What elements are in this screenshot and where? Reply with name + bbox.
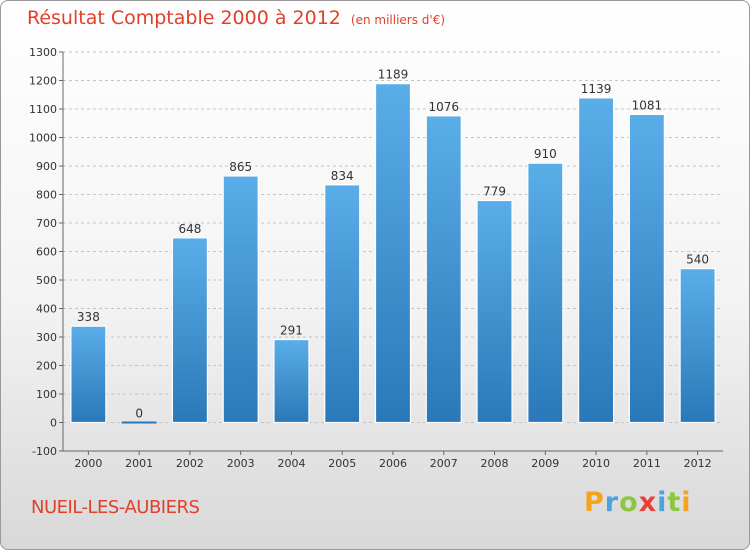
data-label: 540 (686, 253, 709, 267)
bar (425, 115, 462, 424)
bar (70, 325, 107, 424)
bar (577, 97, 615, 424)
y-tick-label: 1300 (29, 46, 57, 59)
y-tick-label: 300 (36, 331, 57, 344)
data-label: 779 (483, 184, 506, 198)
x-tick-label: 2002 (176, 457, 204, 470)
bar (222, 175, 259, 424)
x-tick-label: 2004 (277, 457, 305, 470)
data-label: 1076 (428, 100, 459, 114)
y-tick-label: 200 (36, 360, 57, 373)
x-tick-label: 2007 (430, 457, 458, 470)
x-tick-label: 2010 (582, 457, 610, 470)
x-tick-label: 2003 (227, 457, 255, 470)
y-tick-label: 0 (50, 417, 57, 430)
x-tick-label: 2006 (379, 457, 407, 470)
logo-letter: t (667, 487, 682, 518)
data-label: 0 (135, 407, 143, 421)
x-tick-label: 2012 (684, 457, 712, 470)
x-tick-label: 2005 (328, 457, 356, 470)
x-tick-label: 2008 (481, 457, 509, 470)
bar (273, 338, 310, 424)
y-tick-label: 800 (36, 189, 57, 202)
y-tick-label: 600 (36, 246, 57, 259)
data-label: 1189 (378, 68, 409, 82)
bar (679, 268, 716, 424)
data-label: 338 (77, 310, 100, 324)
bar (374, 83, 412, 424)
proxiti-logo: Proxiti (584, 487, 692, 518)
y-tick-label: 1200 (29, 75, 57, 88)
data-label: 865 (229, 160, 252, 174)
logo-letter: o (619, 487, 639, 518)
x-tick-label: 2001 (125, 457, 153, 470)
bar (171, 237, 209, 424)
y-tick-label: 900 (36, 160, 57, 173)
bar (628, 113, 665, 424)
x-tick-label: 2000 (74, 457, 102, 470)
logo-letter: P (584, 487, 605, 518)
data-label: 910 (534, 147, 557, 161)
y-tick-label: 100 (36, 388, 57, 401)
data-label: 648 (178, 222, 201, 236)
chart-subtitle: (en milliers d'€) (350, 13, 446, 27)
logo-letter: x (638, 487, 658, 518)
y-tick-label: 400 (36, 303, 57, 316)
y-tick-label: -100 (32, 445, 57, 458)
data-label: 291 (280, 324, 303, 338)
y-tick-label: 1000 (29, 132, 57, 145)
bar (476, 199, 513, 424)
bar (527, 162, 564, 424)
data-label: 834 (331, 169, 354, 183)
logo-letter: r (604, 487, 620, 518)
logo-letter: i (657, 487, 668, 518)
x-tick-label: 2011 (633, 457, 661, 470)
chart-title: Résultat Comptable 2000 à 2012 (en millie… (27, 7, 446, 29)
y-tick-label: 500 (36, 274, 57, 287)
data-label: 1081 (632, 98, 663, 112)
x-tick-label: 2009 (531, 457, 559, 470)
commune-name: NUEIL-LES-AUBIERS (31, 497, 200, 518)
logo-letter: i (681, 487, 692, 518)
bar (324, 184, 361, 424)
data-label: 1139 (581, 82, 612, 96)
y-tick-label: 1100 (29, 103, 57, 116)
y-tick-label: 700 (36, 217, 57, 230)
